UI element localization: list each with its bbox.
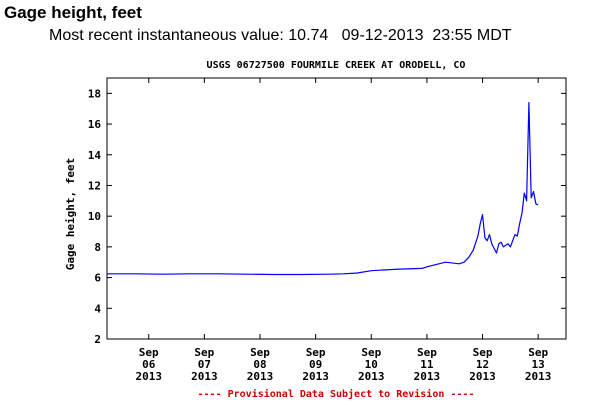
- y-axis-ticks: 2 4 6 8 10 12 14 16 18: [88, 87, 566, 346]
- recent-date: 09-12-2013: [341, 27, 424, 44]
- gage-height-line: [107, 102, 539, 276]
- x-tick-label: Sep 07 2013: [191, 346, 218, 383]
- x-tick-label: Sep 10 2013: [358, 346, 385, 383]
- y-tick-label: 2: [94, 333, 101, 346]
- y-tick-label: 18: [88, 87, 101, 100]
- chart-title: USGS 06727500 FOURMILE CREEK AT ORODELL,…: [207, 60, 466, 71]
- plot-area: [106, 77, 567, 340]
- x-tick-label: Sep 11 2013: [414, 346, 441, 383]
- provisional-footer: ---- Provisional Data Subject to Revisio…: [198, 388, 475, 400]
- x-tick-label: Sep 13 2013: [525, 346, 552, 383]
- recent-label: Most recent instantaneous value:: [49, 27, 284, 44]
- y-tick-label: 14: [88, 149, 102, 162]
- x-tick-label: Sep 06 2013: [135, 346, 162, 383]
- page-title: Gage height, feet: [4, 3, 142, 22]
- x-tick-label: Sep 08 2013: [247, 346, 274, 383]
- recent-time: 23:55 MDT: [432, 27, 512, 44]
- recent-value-line: Most recent instantaneous value: 10.74 0…: [49, 27, 512, 45]
- x-tick-label: Sep 09 2013: [302, 346, 329, 383]
- y-tick-label: 6: [94, 272, 101, 285]
- x-axis-ticks: Sep 06 2013 Sep 07 2013 Sep 08 2013 Sep 09 2013 Sep 1…: [135, 78, 551, 383]
- y-tick-label: 16: [88, 118, 102, 131]
- recent-value: 10.74: [288, 27, 329, 44]
- x-tick-label: Sep 12 2013: [469, 346, 496, 383]
- y-tick-label: 8: [94, 241, 101, 254]
- y-axis-label: Gage height, feet: [64, 158, 77, 271]
- y-tick-label: 4: [94, 302, 101, 315]
- y-tick-label: 10: [88, 210, 101, 223]
- y-tick-label: 12: [88, 179, 101, 192]
